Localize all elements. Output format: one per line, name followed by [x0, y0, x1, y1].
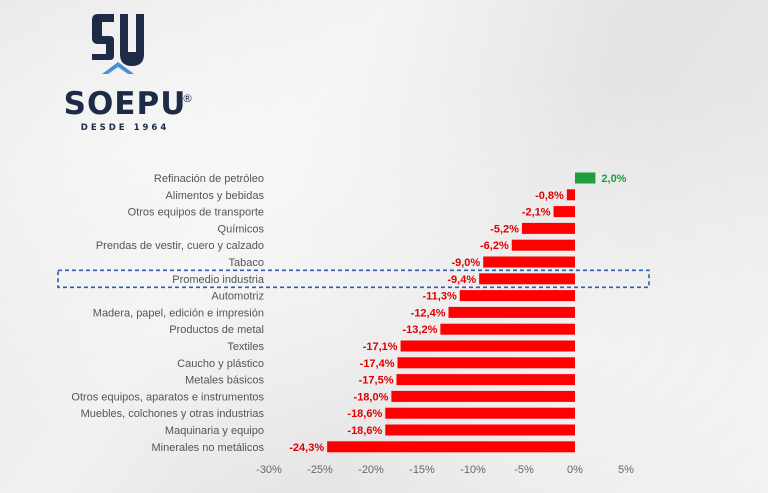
category-label-textiles: Textiles — [227, 341, 264, 353]
value-label-prendas-de-vestir-cuero-y-calzado: -6,2% — [480, 240, 509, 252]
value-label-madera-papel-edicion-e-impresion: -12,4% — [411, 307, 446, 319]
category-label-refinacion-de-petroleo: Refinación de petróleo — [154, 173, 264, 185]
value-label-tabaco: -9,0% — [451, 257, 480, 269]
category-label-maquinaria-y-equipo: Maquinaria y equipo — [165, 425, 264, 437]
value-label-otros-equipos-aparatos-e-instrumentos: -18,0% — [354, 391, 389, 403]
category-label-productos-de-metal: Productos de metal — [169, 324, 264, 336]
bar-textiles — [400, 340, 575, 352]
bar-productos-de-metal — [440, 323, 575, 335]
category-label-promedio-industria: Promedio industria — [172, 274, 265, 286]
bar-madera-papel-edicion-e-impresion — [448, 306, 575, 318]
x-tick-label: -5% — [514, 464, 534, 476]
value-label-promedio-industria: -9,4% — [447, 274, 476, 286]
value-label-productos-de-metal: -13,2% — [403, 324, 438, 336]
value-label-automotriz: -11,3% — [422, 291, 456, 303]
value-label-textiles: -17,1% — [363, 341, 398, 353]
bar-metales-basicos — [396, 374, 575, 386]
value-label-metales-basicos: -17,5% — [359, 375, 394, 387]
value-label-muebles-colchones-y-otras-industrias: -18,6% — [347, 408, 382, 420]
bar-quimicos — [521, 222, 575, 234]
bar-muebles-colchones-y-otras-industrias — [385, 407, 575, 419]
x-tick-label: -30% — [256, 464, 282, 476]
category-label-metales-basicos: Metales básicos — [185, 375, 264, 387]
category-label-madera-papel-edicion-e-impresion: Madera, papel, edición e impresión — [93, 307, 264, 319]
category-label-prendas-de-vestir-cuero-y-calzado: Prendas de vestir, cuero y calzado — [96, 240, 264, 252]
category-label-automotriz: Automotriz — [211, 291, 264, 303]
x-tick-label: 0% — [567, 464, 583, 476]
brand-tagline: DESDE 1964 — [80, 123, 170, 133]
x-tick-label: -20% — [358, 464, 384, 476]
soepu-logo: SOEPU ® DESDE 1964 — [40, 8, 210, 138]
category-label-minerales-no-metalicos: Minerales no metálicos — [152, 442, 265, 454]
bar-tabaco — [483, 256, 575, 268]
x-tick-label: -25% — [307, 464, 333, 476]
su-monogram-icon — [92, 14, 144, 74]
category-label-caucho-y-plastico: Caucho y plástico — [177, 358, 264, 370]
brand-name: SOEPU — [63, 86, 187, 122]
value-label-caucho-y-plastico: -17,4% — [360, 358, 395, 370]
x-tick-label: 5% — [618, 464, 634, 476]
bar-otros-equipos-de-transporte — [553, 206, 575, 218]
value-label-maquinaria-y-equipo: -18,6% — [347, 425, 382, 437]
bar-alimentos-y-bebidas — [566, 189, 575, 201]
category-label-otros-equipos-aparatos-e-instrumentos: Otros equipos, aparatos e instrumentos — [71, 391, 264, 403]
bar-otros-equipos-aparatos-e-instrumentos — [391, 390, 575, 402]
category-label-quimicos: Químicos — [218, 223, 265, 235]
bar-automotriz — [459, 290, 575, 302]
bar-caucho-y-plastico — [397, 357, 575, 369]
category-label-muebles-colchones-y-otras-industrias: Muebles, colchones y otras industrias — [81, 408, 265, 420]
highlight-box-promedio-industria — [57, 269, 650, 289]
value-label-alimentos-y-bebidas: -0,8% — [535, 190, 564, 202]
bar-refinacion-de-petroleo — [575, 172, 596, 184]
x-tick-label: -10% — [460, 464, 486, 476]
category-label-tabaco: Tabaco — [229, 257, 264, 269]
category-label-otros-equipos-de-transporte: Otros equipos de transporte — [128, 207, 264, 219]
value-label-otros-equipos-de-transporte: -2,1% — [522, 207, 551, 219]
bar-promedio-industria — [479, 273, 575, 285]
bar-minerales-no-metalicos — [327, 441, 575, 453]
value-label-quimicos: -5,2% — [490, 223, 519, 235]
bar-prendas-de-vestir-cuero-y-calzado — [511, 239, 575, 251]
bar-maquinaria-y-equipo — [385, 424, 575, 436]
category-label-alimentos-y-bebidas: Alimentos y bebidas — [166, 190, 265, 202]
registered-mark: ® — [182, 92, 193, 105]
x-tick-label: -15% — [409, 464, 435, 476]
value-label-minerales-no-metalicos: -24,3% — [289, 442, 324, 454]
value-label-refinacion-de-petroleo: 2,0% — [601, 173, 626, 185]
